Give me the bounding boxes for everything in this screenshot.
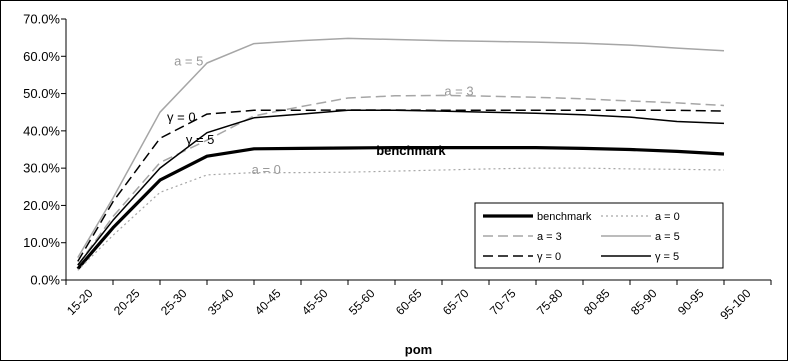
x-tick-label: 55-60 bbox=[346, 286, 378, 318]
legend-entry-label: a = 3 bbox=[537, 231, 562, 243]
legend: benchmark a = 0 a = 3 a = 5 γ = 0 γ = 5 bbox=[474, 202, 724, 269]
y-axis-ticks: 0.0% 10.0% 20.0% 30.0% 40.0% 50.0% 60.0% 70.0% bbox=[23, 12, 66, 288]
y-tick-label: 30.0% bbox=[23, 161, 60, 176]
series-line-a-0 bbox=[77, 167, 725, 271]
x-tick-label: 60-65 bbox=[393, 286, 425, 318]
x-tick-label: 15-20 bbox=[64, 286, 96, 318]
legend-entry-label: benchmark bbox=[537, 211, 592, 223]
y-tick-label: 40.0% bbox=[23, 123, 60, 138]
x-tick-label: 80-85 bbox=[581, 286, 613, 318]
legend-entry-label: γ = 0 bbox=[537, 251, 561, 263]
series-line-5 bbox=[77, 109, 725, 266]
series-annotation: γ = 5 bbox=[186, 132, 215, 147]
x-tick-label: 35-40 bbox=[205, 286, 237, 318]
y-tick-label: 70.0% bbox=[23, 12, 60, 27]
y-tick-label: 0.0% bbox=[30, 273, 60, 288]
y-tick-label: 20.0% bbox=[23, 198, 60, 213]
y-tick-label: 10.0% bbox=[23, 235, 60, 250]
series-line-a-5 bbox=[77, 37, 725, 258]
x-axis-label: pom bbox=[405, 342, 432, 357]
x-tick-label: 65-70 bbox=[440, 286, 472, 318]
series-line-0 bbox=[77, 109, 725, 262]
series-layer bbox=[76, 37, 725, 271]
series-annotation: a = 3 bbox=[444, 83, 473, 98]
series-line-benchmark bbox=[76, 146, 725, 270]
x-tick-label: 75-80 bbox=[534, 286, 566, 318]
chart-axes bbox=[65, 19, 771, 281]
x-tick-label: 40-45 bbox=[252, 286, 284, 318]
x-tick-label: 95-100 bbox=[717, 286, 754, 323]
legend-box bbox=[474, 202, 724, 269]
series-annotation: benchmark bbox=[376, 143, 446, 158]
y-tick-label: 60.0% bbox=[23, 49, 60, 64]
series-line-a-3 bbox=[77, 94, 725, 266]
x-tick-label: 45-50 bbox=[299, 286, 331, 318]
x-tick-label: 85-90 bbox=[628, 286, 660, 318]
x-tick-label: 70-75 bbox=[487, 286, 519, 318]
series-annotation: a = 5 bbox=[174, 54, 203, 69]
legend-entry-label: a = 0 bbox=[655, 211, 680, 223]
x-axis-ticks: 15-20 20-25 25-30 35-40 40-45 45-50 55-60 60-65… bbox=[64, 280, 772, 323]
x-tick-label: 20-25 bbox=[111, 286, 143, 318]
x-tick-label: 90-95 bbox=[675, 286, 707, 318]
series-annotation: a = 0 bbox=[252, 162, 281, 177]
x-tick-label: 25-30 bbox=[158, 286, 190, 318]
legend-entry-label: a = 5 bbox=[655, 231, 680, 243]
y-tick-label: 50.0% bbox=[23, 86, 60, 101]
annotation-layer: a = 5 a = 3 γ = 0 γ = 5 benchmark a = 0 bbox=[167, 54, 474, 178]
series-annotation: γ = 0 bbox=[167, 110, 196, 125]
legend-entry-label: γ = 5 bbox=[655, 251, 679, 263]
